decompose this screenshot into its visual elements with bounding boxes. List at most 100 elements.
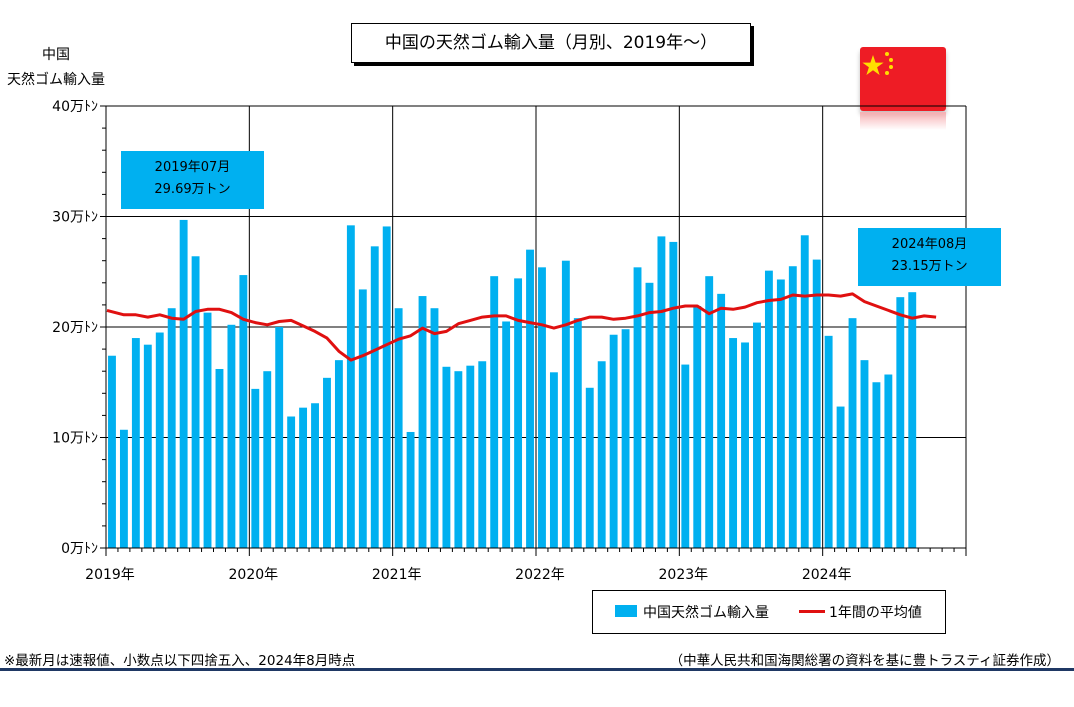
bar (382, 226, 391, 548)
bar (143, 344, 152, 548)
bar (323, 377, 331, 548)
bar (645, 282, 654, 548)
callout-value: 23.15万トン (891, 259, 968, 274)
x-tick-label: 2024年 (802, 567, 852, 583)
bar (370, 246, 379, 548)
bar (155, 332, 164, 548)
bar (776, 279, 785, 548)
bar (729, 338, 738, 548)
bar (573, 318, 582, 548)
bar (430, 308, 439, 548)
legend-bar-label: 中国天然ゴム輸入量 (643, 605, 769, 621)
bar (442, 366, 451, 548)
y-tick-label: 10万ﾄﾝ (52, 431, 98, 447)
bar (311, 403, 319, 548)
chart-legend: 中国天然ゴム輸入量 1年間の平均値 (592, 590, 946, 634)
bar (549, 372, 558, 548)
bar (108, 355, 116, 548)
bar (812, 259, 821, 548)
y-tick-label: 30万ﾄﾝ (52, 210, 98, 226)
bar (526, 249, 534, 548)
bar (179, 219, 188, 548)
bar (597, 361, 606, 548)
china-flag-icon (860, 47, 946, 111)
callout-value: 29.69万トン (154, 182, 231, 197)
bar (299, 407, 308, 548)
bar (358, 289, 367, 548)
bar (490, 276, 499, 548)
bar (717, 293, 726, 548)
callout-date: 2019年07月 (154, 160, 231, 175)
source-note: （中華人民共和国海関総署の資料を基に豊トラスティ証券作成） (669, 653, 1060, 669)
bar (239, 275, 248, 548)
bar (251, 388, 260, 548)
y-tick-label: 0万ﾄﾝ (61, 541, 98, 557)
y-axis-title-line2: 天然ゴム輸入量 (7, 72, 105, 88)
bar (753, 322, 761, 548)
bar (681, 364, 690, 548)
bar (346, 225, 355, 548)
bar (705, 276, 714, 548)
bar (872, 382, 881, 548)
bar (406, 431, 415, 548)
bar (561, 260, 570, 548)
bar (203, 312, 212, 548)
bar (836, 406, 845, 548)
bar (621, 329, 630, 548)
footnote: ※最新月は速報値、小数点以下四捨五入、2024年8月時点 (4, 653, 356, 669)
legend-line-label: 1年間の平均値 (829, 605, 922, 621)
bar (514, 278, 523, 548)
callout-date: 2024年08月 (891, 237, 968, 252)
y-tick-label: 40万ﾄﾝ (52, 99, 98, 115)
bar (693, 306, 702, 548)
bar (119, 429, 128, 548)
bar (275, 327, 284, 548)
bar (538, 267, 546, 548)
bar (287, 416, 296, 548)
average-line (106, 292, 937, 362)
bar (263, 371, 272, 548)
bar (908, 292, 917, 548)
legend-bar-swatch (615, 605, 637, 617)
bar (191, 256, 200, 548)
bar (633, 267, 642, 548)
bar (609, 334, 618, 548)
bar (860, 360, 869, 548)
legend-line-swatch (799, 610, 825, 613)
bottom-rule (0, 668, 1074, 671)
x-tick-label: 2022年 (515, 567, 565, 583)
bar (585, 387, 594, 548)
x-tick-label: 2020年 (229, 567, 279, 583)
x-tick-label: 2023年 (659, 567, 709, 583)
x-tick-label: 2021年 (372, 567, 422, 583)
callout-latest-2024: 2024年08月 23.15万トン (858, 228, 1001, 286)
bar (896, 297, 905, 548)
bar (741, 342, 749, 548)
chart-title: 中国の天然ゴム輸入量（月別、2019年～） (351, 23, 751, 63)
bar (215, 368, 224, 548)
bar (334, 360, 343, 548)
bar (167, 308, 176, 548)
bar (394, 308, 403, 548)
flag-reflection (860, 112, 946, 130)
bar (824, 335, 833, 548)
bar (227, 324, 236, 548)
bar (669, 241, 678, 549)
bar (884, 374, 893, 548)
x-tick-label: 2019年 (85, 567, 135, 583)
callout-peak-2019: 2019年07月 29.69万トン (121, 151, 264, 209)
y-tick-label: 20万ﾄﾝ (52, 320, 98, 336)
y-axis-title-line1: 中国 (42, 47, 70, 63)
bar (848, 318, 857, 548)
bar (657, 236, 666, 548)
bar (788, 266, 797, 548)
bar (478, 361, 487, 548)
bar (418, 296, 427, 548)
bar (502, 321, 511, 548)
bar (131, 338, 140, 548)
bar (800, 235, 809, 548)
bar (454, 371, 463, 548)
bar (764, 270, 773, 548)
bar (466, 365, 475, 548)
